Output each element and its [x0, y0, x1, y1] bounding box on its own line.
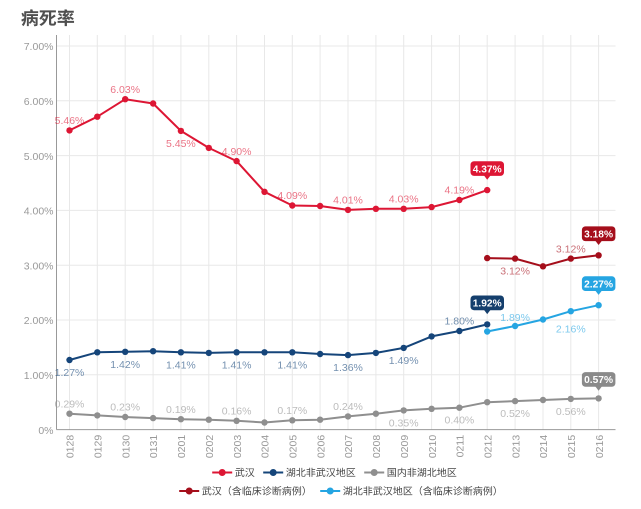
svg-text:6.00%: 6.00%: [24, 96, 54, 108]
svg-text:1.36%: 1.36%: [333, 362, 363, 374]
svg-text:0.35%: 0.35%: [389, 417, 419, 429]
svg-text:0204: 0204: [260, 435, 272, 459]
svg-text:0.24%: 0.24%: [333, 401, 363, 413]
svg-text:5.45%: 5.45%: [166, 138, 196, 150]
svg-text:0213: 0213: [510, 435, 522, 459]
svg-text:4.01%: 4.01%: [333, 195, 363, 207]
svg-text:0216: 0216: [594, 435, 606, 459]
svg-text:4.90%: 4.90%: [222, 146, 252, 158]
svg-text:0210: 0210: [427, 435, 439, 459]
svg-text:2.16%: 2.16%: [556, 324, 586, 336]
svg-text:1.41%: 1.41%: [222, 359, 252, 371]
svg-text:5.00%: 5.00%: [24, 151, 54, 163]
svg-text:0212: 0212: [482, 435, 494, 459]
svg-text:1.00%: 1.00%: [24, 370, 54, 382]
svg-text:0202: 0202: [204, 435, 216, 459]
svg-text:0214: 0214: [538, 435, 550, 459]
svg-text:0203: 0203: [232, 435, 244, 459]
svg-text:1.80%: 1.80%: [445, 316, 475, 328]
svg-text:0.57%: 0.57%: [584, 375, 613, 386]
svg-text:0.56%: 0.56%: [556, 406, 586, 418]
svg-text:1.27%: 1.27%: [55, 367, 85, 379]
svg-text:0211: 0211: [455, 435, 467, 458]
svg-text:0128: 0128: [65, 435, 77, 459]
svg-text:0.23%: 0.23%: [110, 402, 140, 414]
svg-text:0.40%: 0.40%: [445, 415, 475, 427]
svg-text:0%: 0%: [38, 425, 53, 437]
svg-text:2.27%: 2.27%: [584, 279, 613, 290]
svg-text:1.42%: 1.42%: [110, 359, 140, 371]
svg-text:4.00%: 4.00%: [24, 206, 54, 218]
svg-text:0.29%: 0.29%: [55, 398, 85, 410]
svg-text:0206: 0206: [315, 435, 327, 459]
svg-text:1.92%: 1.92%: [473, 299, 502, 310]
svg-text:1.41%: 1.41%: [166, 359, 196, 371]
svg-text:0.16%: 0.16%: [222, 406, 252, 418]
svg-text:3.12%: 3.12%: [500, 266, 530, 278]
svg-text:0201: 0201: [176, 435, 188, 459]
svg-text:1.41%: 1.41%: [277, 359, 307, 371]
svg-text:0205: 0205: [288, 435, 300, 459]
svg-text:7.00%: 7.00%: [24, 41, 54, 53]
svg-text:0208: 0208: [371, 435, 383, 459]
svg-text:4.09%: 4.09%: [277, 190, 307, 202]
svg-text:0131: 0131: [148, 435, 160, 459]
svg-text:4.19%: 4.19%: [445, 185, 475, 197]
svg-text:0129: 0129: [93, 435, 105, 459]
svg-text:3.12%: 3.12%: [556, 243, 586, 255]
svg-text:0.52%: 0.52%: [500, 408, 530, 420]
svg-text:0207: 0207: [343, 435, 355, 459]
svg-text:1.89%: 1.89%: [500, 312, 530, 324]
svg-text:0130: 0130: [120, 435, 132, 459]
svg-text:0209: 0209: [399, 435, 411, 459]
svg-text:1.49%: 1.49%: [389, 355, 419, 367]
svg-text:0.17%: 0.17%: [277, 405, 307, 417]
svg-text:4.03%: 4.03%: [389, 194, 419, 206]
svg-text:0.19%: 0.19%: [166, 404, 196, 416]
svg-text:2.00%: 2.00%: [24, 315, 54, 327]
svg-text:6.03%: 6.03%: [110, 84, 140, 96]
svg-text:0215: 0215: [566, 435, 578, 459]
svg-text:5.46%: 5.46%: [55, 115, 85, 127]
svg-text:3.18%: 3.18%: [584, 230, 613, 241]
svg-text:4.37%: 4.37%: [473, 164, 502, 175]
svg-text:3.00%: 3.00%: [24, 260, 54, 272]
